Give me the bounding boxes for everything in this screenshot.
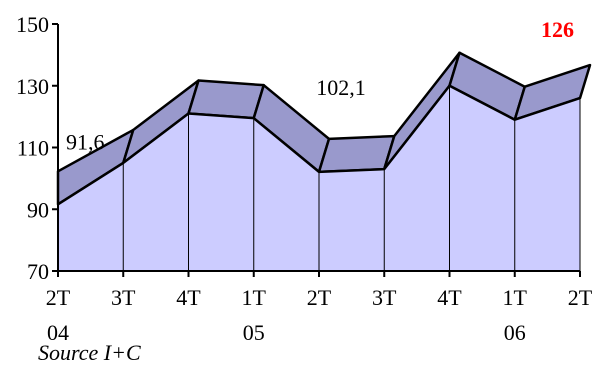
x-tick-label-quarter: 4T [437, 285, 462, 310]
x-tick-label-quarter: 2T [46, 285, 71, 310]
x-tick-label-quarter: 3T [372, 285, 397, 310]
data-label-highlight: 126 [541, 17, 574, 42]
y-tick-label: 70 [27, 259, 49, 284]
x-tick-label-year: 06 [504, 320, 526, 345]
depth-band-segment [187, 79, 265, 120]
x-tick-label-quarter: 1T [242, 285, 267, 310]
x-tick-label-quarter: 3T [111, 285, 136, 310]
category-divider-layer [122, 85, 581, 271]
y-tick-label: 130 [16, 74, 49, 99]
data-label: 91,6 [66, 129, 105, 154]
data-label: 102,1 [316, 75, 366, 100]
depth-band-segment [317, 134, 396, 174]
x-tick-label-quarter: 2T [568, 285, 593, 310]
x-tick-label-quarter: 4T [176, 285, 201, 310]
x-tick-label-quarter: 2T [307, 285, 332, 310]
x-tick-label-year: 04 [47, 320, 69, 345]
y-tick-label: 110 [17, 136, 49, 161]
x-tick-label-year: 05 [243, 320, 265, 345]
source-note: Source I+C [38, 340, 141, 365]
axes-layer [52, 23, 581, 277]
x-tick-label-quarter: 1T [503, 285, 528, 310]
labels-layer: 70 90 110 130 150 2T 04 3T 4T 1T 05 2T 3T 4T 1T 06 2T 91,… [16, 12, 593, 345]
y-tick-label: 150 [16, 12, 49, 37]
y-tick-label: 90 [27, 197, 49, 222]
